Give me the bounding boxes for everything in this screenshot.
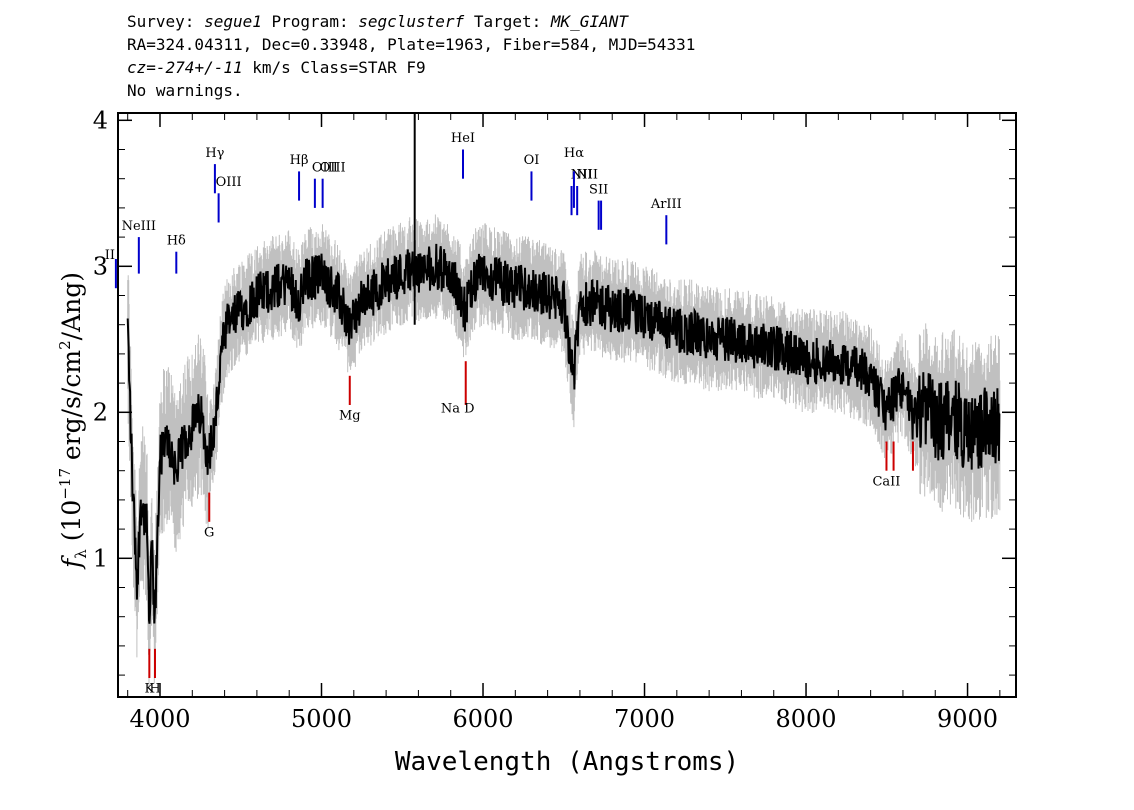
flux-layer [126,113,1001,624]
tick-layer: 4000 5000 6000 7000 8000 9000 1 2 3 4 [93,106,1016,733]
program-label: Program: [271,12,349,31]
line-marker-label: NII [576,168,598,183]
y-tick-label: 4 [93,106,108,134]
header-line-1: Survey: segue1 Program: segclusterf Targ… [127,10,695,33]
line-marker-label: Hα [564,146,584,161]
line-marker-label: NeIII [122,219,156,234]
x-tick-label: 9000 [937,705,998,733]
line-marker-label: OIII [312,160,338,175]
y-tick-label: 3 [93,252,108,280]
line-marker-label: SII [589,182,608,197]
line-marker-label: HeI [451,131,475,146]
line-marker-label: NII [571,168,593,183]
plot-frame [117,112,1017,698]
program-value: segclusterf [358,12,465,31]
line-marker-label: ArIII [650,197,682,212]
x-tick-label: 7000 [614,705,675,733]
line-marker-label: Hγ [205,146,224,161]
line-marker-label: Mg [339,409,361,424]
header-line-2: RA=324.04311, Dec=0.33948, Plate=1963, F… [127,35,696,54]
target-value: MK_GIANT [550,12,628,31]
line-marker-label: OIII [320,160,346,175]
header-warnings: No warnings. [127,81,243,100]
y-axis-label: fλ (10−17 erg/s/cm2/Ang) [56,272,90,570]
class-value: Class=STAR F9 [300,58,426,77]
header-line-3: cz=-274+/-11 km/s Class=STAR F9 [127,56,695,79]
line-marker-label: CaII [872,474,900,489]
line-marker-label: Hδ [167,233,186,248]
spectrum-header: Survey: segue1 Program: segclusterf Targ… [127,10,695,102]
target-label: Target: [473,12,542,31]
y-tick-label: 2 [93,398,108,426]
line-marker-label: H [149,682,160,697]
x-tick-label: 6000 [452,705,513,733]
line-marker-label: G [204,525,214,540]
line-marker-label: II [105,248,115,263]
line-marker-label: Na D [441,401,475,416]
x-tick-label: 4000 [129,705,190,733]
x-tick-label: 8000 [775,705,836,733]
x-axis-label: Wavelength (Angstroms) [395,747,739,777]
cz-value: -274+/-11 [155,58,243,77]
line-marker-label: K [144,682,154,697]
line-marker-label: OIII [216,175,242,190]
line-marker-label: Hβ [290,153,309,168]
x-tick-label: 5000 [291,705,352,733]
survey-value: segue1 [204,12,262,31]
cz-label: cz= [127,58,156,77]
survey-label: Survey: [127,12,195,31]
y-tick-label: 1 [93,544,108,572]
flux-line [126,243,1001,624]
cz-unit: km/s [252,58,291,77]
line-marker-label: OI [524,153,540,168]
